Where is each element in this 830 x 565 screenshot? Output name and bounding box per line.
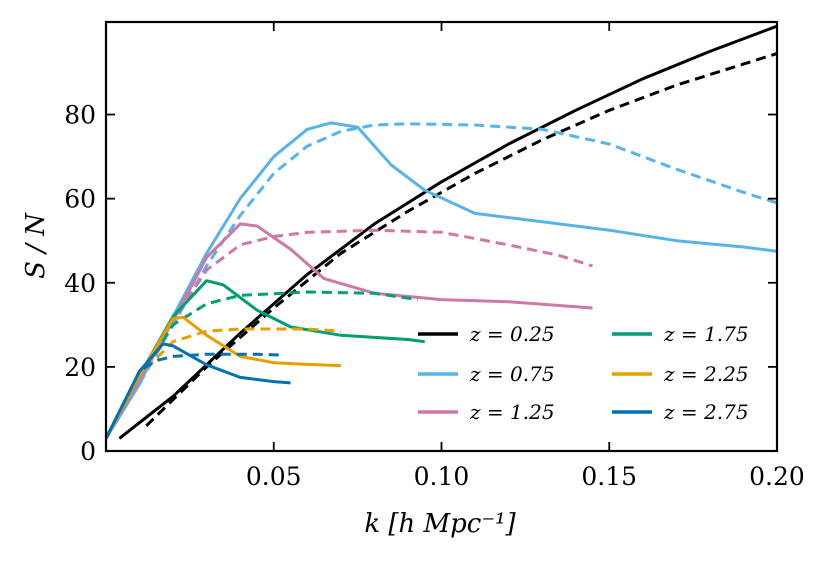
- legend-label: z = 0.25: [469, 322, 555, 346]
- series-dashed-z275: [106, 352, 284, 440]
- y-tick-label: 60: [64, 185, 96, 214]
- series-solid-z175: [106, 279, 425, 440]
- x-tick-label: 0.20: [749, 462, 805, 491]
- legend-label: z = 2.25: [663, 362, 749, 386]
- y-tick-label: 20: [64, 353, 96, 382]
- x-tick-label: 0.05: [246, 462, 302, 491]
- legend: z = 0.25 z = 0.75 z = 1.25 z = 1.75 z = 2.25…: [418, 322, 749, 424]
- x-tick-label: 0.10: [414, 462, 470, 491]
- y-tick-label: 80: [64, 101, 96, 130]
- legend-label: z = 0.75: [469, 362, 555, 386]
- y-tick-label: 0: [80, 437, 96, 466]
- x-axis-label: k [h Mpc⁻¹]: [364, 509, 516, 539]
- axis-ticks: [106, 22, 778, 452]
- legend-label: z = 2.75: [663, 400, 749, 424]
- x-tick-label: 0.15: [581, 462, 637, 491]
- y-axis-label: S / N: [21, 212, 51, 279]
- plot-area: [106, 24, 777, 440]
- series-solid-z275: [106, 342, 291, 440]
- legend-label: z = 1.25: [469, 400, 555, 424]
- legend-label: z = 1.75: [663, 322, 749, 346]
- series-dashed-z025: [145, 52, 777, 427]
- series-solid-z025: [118, 24, 777, 440]
- series-dashed-z125: [106, 228, 593, 440]
- series-solid-z075: [106, 121, 777, 440]
- plot-frame: [104, 20, 779, 453]
- y-tick-label: 40: [64, 269, 96, 298]
